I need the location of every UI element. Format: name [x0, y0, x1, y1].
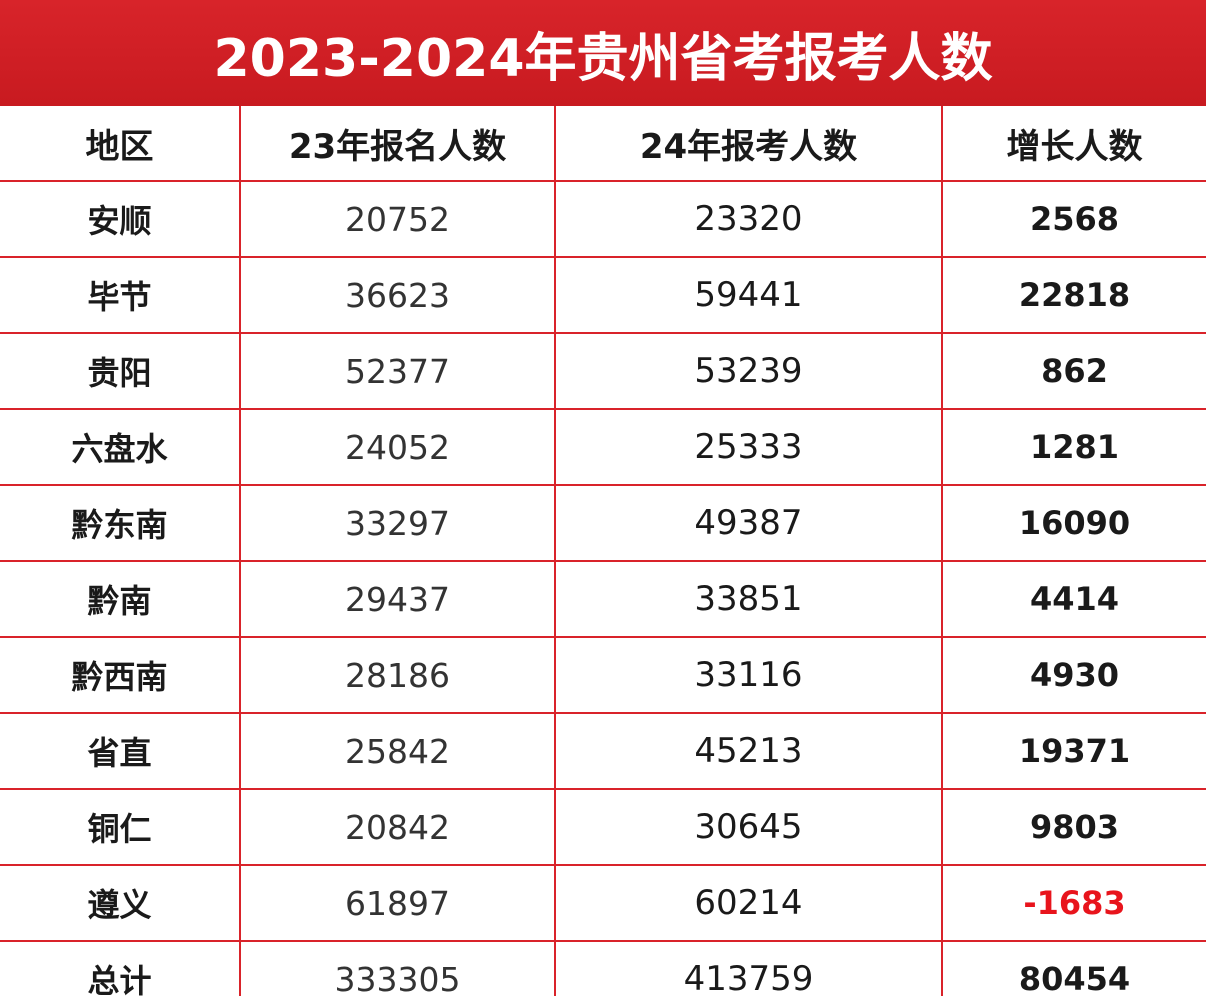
header-region: 地区	[0, 106, 241, 182]
table-body: 安顺 20752 23320 2568 毕节 36623 59441 22818 贵阳 52377…	[0, 180, 1206, 996]
cell-2023-count: 36623	[239, 256, 556, 334]
cell-2023-count: 25842	[239, 712, 556, 790]
cell-region: 黔西南	[0, 636, 241, 714]
cell-growth: 9803	[941, 788, 1206, 866]
cell-region: 黔南	[0, 560, 241, 638]
cell-growth: 862	[941, 332, 1206, 410]
cell-2023-count: 24052	[239, 408, 556, 486]
table-row: 黔东南 33297 49387 16090	[0, 484, 1206, 562]
table-row: 六盘水 24052 25333 1281	[0, 408, 1206, 486]
table-row: 毕节 36623 59441 22818	[0, 256, 1206, 334]
table-row: 黔西南 28186 33116 4930	[0, 636, 1206, 714]
cell-2023-count: 52377	[239, 332, 556, 410]
cell-2024-count: 23320	[554, 180, 943, 258]
cell-region: 铜仁	[0, 788, 241, 866]
cell-growth: 4930	[941, 636, 1206, 714]
cell-growth: 1281	[941, 408, 1206, 486]
cell-2024-count: 59441	[554, 256, 943, 334]
cell-2023-count: 20752	[239, 180, 556, 258]
header-row: 地区 23年报名人数 24年报考人数 增长人数	[0, 106, 1206, 182]
cell-2024-count: 33851	[554, 560, 943, 638]
table-row: 总计 333305 413759 80454	[0, 940, 1206, 996]
cell-2024-count: 49387	[554, 484, 943, 562]
cell-2024-count: 60214	[554, 864, 943, 942]
cell-2023-count: 28186	[239, 636, 556, 714]
cell-growth: 4414	[941, 560, 1206, 638]
title-bar: 2023-2024年贵州省考报考人数	[0, 0, 1206, 106]
table-row: 安顺 20752 23320 2568	[0, 180, 1206, 258]
cell-region: 总计	[0, 940, 241, 996]
cell-growth: 22818	[941, 256, 1206, 334]
cell-region: 毕节	[0, 256, 241, 334]
cell-2024-count: 45213	[554, 712, 943, 790]
cell-2024-count: 413759	[554, 940, 943, 996]
cell-region: 遵义	[0, 864, 241, 942]
cell-region: 安顺	[0, 180, 241, 258]
page-title: 2023-2024年贵州省考报考人数	[213, 28, 993, 89]
cell-growth: 80454	[941, 940, 1206, 996]
cell-region: 六盘水	[0, 408, 241, 486]
table-row: 黔南 29437 33851 4414	[0, 560, 1206, 638]
cell-region: 贵阳	[0, 332, 241, 410]
table-row: 铜仁 20842 30645 9803	[0, 788, 1206, 866]
cell-growth: 16090	[941, 484, 1206, 562]
cell-2023-count: 33297	[239, 484, 556, 562]
cell-2023-count: 29437	[239, 560, 556, 638]
cell-growth: -1683	[941, 864, 1206, 942]
cell-region: 省直	[0, 712, 241, 790]
cell-region: 黔东南	[0, 484, 241, 562]
table-row: 贵阳 52377 53239 862	[0, 332, 1206, 410]
registration-table: 地区 23年报名人数 24年报考人数 增长人数 安顺 20752 23320 2568…	[0, 106, 1206, 996]
header-2023-count: 23年报名人数	[239, 106, 556, 182]
cell-2024-count: 25333	[554, 408, 943, 486]
cell-2024-count: 53239	[554, 332, 943, 410]
table-row: 省直 25842 45213 19371	[0, 712, 1206, 790]
cell-2023-count: 61897	[239, 864, 556, 942]
table-row: 遵义 61897 60214 -1683	[0, 864, 1206, 942]
header-2024-count: 24年报考人数	[554, 106, 943, 182]
cell-2023-count: 333305	[239, 940, 556, 996]
cell-2024-count: 33116	[554, 636, 943, 714]
cell-2024-count: 30645	[554, 788, 943, 866]
cell-growth: 2568	[941, 180, 1206, 258]
header-growth: 增长人数	[941, 106, 1206, 182]
cell-2023-count: 20842	[239, 788, 556, 866]
cell-growth: 19371	[941, 712, 1206, 790]
